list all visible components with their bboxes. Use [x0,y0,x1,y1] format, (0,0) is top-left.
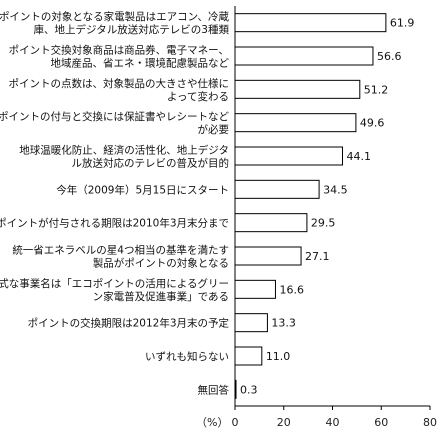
value-label-2: 56.6 [377,50,402,63]
category-labels-group: ポイントの対象となる家電製品はエアコン、冷蔵庫、地上デジタル放送対応テレビの3種… [0,10,229,396]
bar-10 [234,313,268,333]
bar-8 [234,246,302,266]
value-labels-group: 61.9 56.6 51.2 49.6 44.1 34.5 29.5 27.1 16.6 13.3… [240,17,414,397]
x-tick-label-80: 80 [423,416,437,429]
category-label-7: ポイントが付与される期限は2010年3月末分まで [0,217,229,230]
x-tick-label-60: 60 [374,416,388,429]
category-label-6: 今年（2009年）5月15日にスタート [56,183,229,196]
x-tick-label-20: 20 [277,416,291,429]
value-label-12: 0.3 [240,383,258,396]
value-label-6: 34.5 [323,183,348,196]
bar-5 [234,146,343,166]
x-axis-unit-label: （%） [196,416,228,429]
value-label-1: 61.9 [390,17,415,30]
category-label-4: ポイントの付与と交換には保証書やレシートなどが必要 [0,110,229,136]
bar-2 [234,46,374,66]
value-label-5: 44.1 [346,150,371,163]
value-label-3: 51.2 [364,83,389,96]
category-label-2: ポイント交換対象商品は商品券、電子マネー、地域産品、省エネ・環境配慮製品など [9,44,230,70]
bar-6 [234,179,320,199]
category-label-10: ポイントの交換期限は2012年3月末の予定 [28,317,230,330]
bar-9 [234,279,276,299]
bar-11 [234,346,263,366]
category-label-9: 正式な事業名は「エコポイントの活用によるグリーン家電普及促進事業」である [0,277,229,303]
value-label-9: 16.6 [279,283,304,296]
category-label-1: ポイントの対象となる家電製品はエアコン、冷蔵庫、地上デジタル放送対応テレビの3種… [0,10,229,36]
category-label-5: 地球温暖化防止、経済の活性化、地上デジタル放送対応のテレビの普及が目的 [19,144,229,170]
x-tick-label-40: 40 [326,416,340,429]
category-label-11: いずれも知らない [145,350,229,363]
value-label-11: 11.0 [266,350,291,363]
value-label-8: 27.1 [305,250,330,263]
bar-7 [234,213,308,233]
value-label-7: 29.5 [311,217,336,230]
bar-1 [234,13,387,33]
bar-3 [234,79,361,99]
category-label-8: 統一省エネラベルの星4つ相当の基準を満たす製品がポイントの対象となる [12,244,229,270]
category-label-3: ポイントの点数は、対象製品の大きさや仕様によって変わる [9,77,230,103]
value-label-10: 13.3 [271,317,296,330]
x-axis-ticks-group: 0 20 40 60 80 [232,406,437,429]
value-label-4: 49.6 [360,117,385,130]
bars-group [234,13,387,399]
bar-4 [234,113,357,133]
x-tick-label-0: 0 [232,416,239,429]
category-label-12: 無回答 [198,383,230,396]
